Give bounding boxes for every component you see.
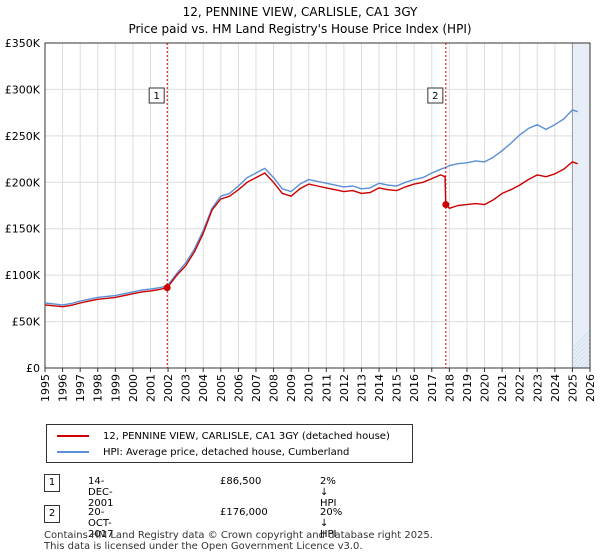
x-tick-label: 2026 <box>584 374 597 402</box>
footer-copyright: Contains HM Land Registry data © Crown c… <box>44 530 433 541</box>
transaction-date: 20-OCT-2017 <box>88 507 114 540</box>
y-tick-label: £250K <box>5 130 41 143</box>
x-tick-label: 2013 <box>355 374 368 402</box>
transaction-number-badge: 1 <box>44 474 60 492</box>
x-tick-label: 2014 <box>373 374 386 402</box>
x-tick-label: 1998 <box>92 374 105 402</box>
x-tick-label: 1997 <box>74 374 87 402</box>
x-tick-label: 2019 <box>461 374 474 402</box>
x-tick-label: 2017 <box>426 374 439 402</box>
x-tick-label: 2016 <box>408 374 421 402</box>
x-tick-label: 1999 <box>109 374 122 402</box>
transaction-price: £86,500 <box>220 476 262 487</box>
sale-label-box <box>148 87 165 104</box>
x-tick-label: 2001 <box>144 374 157 402</box>
legend-swatch-hpi <box>57 451 89 453</box>
x-tick-label: 2006 <box>232 374 245 402</box>
sale-point <box>163 284 171 292</box>
y-tick-label: £150K <box>5 223 41 236</box>
forecast-band-hatch <box>584 362 591 369</box>
x-tick-label: 2002 <box>162 374 175 402</box>
chart-title-line2: Price paid vs. HM Land Registry's House … <box>128 22 472 36</box>
sale-label-number: 1 <box>153 91 159 102</box>
x-tick-label: 2009 <box>285 374 298 402</box>
forecast-band-hatch <box>576 354 591 369</box>
transaction-price: £176,000 <box>220 507 268 518</box>
price-series-line <box>44 161 578 308</box>
x-tick-label: 2021 <box>496 374 509 402</box>
forecast-band <box>572 43 590 368</box>
plot-frame <box>44 42 591 369</box>
x-tick-label: 2007 <box>250 374 263 402</box>
forecast-band-hatch <box>580 358 591 369</box>
chart-legend: 12, PENNINE VIEW, CARLISLE, CA1 3GY (det… <box>46 424 413 463</box>
x-tick-label: 2005 <box>215 374 228 402</box>
y-tick-label: £100K <box>5 269 41 282</box>
x-tick-label: 2018 <box>443 374 456 402</box>
y-tick-label: £200K <box>5 176 41 189</box>
x-tick-label: 2011 <box>320 374 333 402</box>
legend-swatch-price <box>57 435 89 437</box>
chart-title-line1: 12, PENNINE VIEW, CARLISLE, CA1 3GY <box>182 5 418 19</box>
sale-label-number: 2 <box>432 91 438 102</box>
legend-label-hpi: HPI: Average price, detached house, Cumb… <box>103 446 350 458</box>
forecast-band-hatch <box>572 334 591 353</box>
x-tick-label: 2024 <box>549 374 562 402</box>
x-tick-label: 2020 <box>479 374 492 402</box>
x-tick-label: 2010 <box>303 374 316 402</box>
legend-item-hpi: HPI: Average price, detached house, Cumb… <box>57 444 349 460</box>
y-tick-label: £0 <box>26 362 40 375</box>
x-tick-label: 2004 <box>197 374 210 402</box>
footer-attribution: Contains HM Land Registry data © Crown c… <box>44 530 433 552</box>
forecast-band-hatch <box>572 330 591 349</box>
x-tick-label: 2008 <box>268 374 281 402</box>
y-tick-label: £300K <box>5 83 41 96</box>
forecast-band-hatch <box>572 350 591 369</box>
x-tick-label: 2022 <box>514 374 527 402</box>
forecast-band-hatch <box>572 338 591 357</box>
forecast-band-hatch <box>572 342 591 361</box>
transaction-date: 14-DEC-2001 <box>88 476 114 509</box>
sale-label-box <box>427 87 444 104</box>
sale-point <box>442 201 450 209</box>
x-tick-label: 2025 <box>566 374 579 402</box>
transaction-number-badge: 2 <box>44 505 60 523</box>
x-tick-label: 1996 <box>57 374 70 402</box>
x-tick-label: 1995 <box>39 374 52 402</box>
x-tick-label: 2012 <box>338 374 351 402</box>
legend-item-price: 12, PENNINE VIEW, CARLISLE, CA1 3GY (det… <box>57 428 390 444</box>
transaction-hpi-delta: 2% ↓ HPI <box>320 476 337 509</box>
transaction-hpi-delta: 20% ↓ HPI <box>320 507 343 540</box>
forecast-band-hatch <box>572 346 591 365</box>
chart-title: 12, PENNINE VIEW, CARLISLE, CA1 3GY Pric… <box>0 4 600 38</box>
y-tick-label: £50K <box>12 316 41 329</box>
price-chart: £0 £50K £100K £150K £200K £250K £300K £350K 1995… <box>5 37 597 402</box>
footer-license: This data is licensed under the Open Gov… <box>44 541 363 552</box>
y-tick-label: £350K <box>5 37 41 50</box>
x-tick-label: 2015 <box>391 374 404 402</box>
x-tick-label: 2023 <box>531 374 544 402</box>
hpi-series-line <box>44 109 578 306</box>
legend-label-price: 12, PENNINE VIEW, CARLISLE, CA1 3GY (det… <box>103 430 390 442</box>
x-tick-label: 2003 <box>180 374 193 402</box>
x-tick-label: 2000 <box>127 374 140 402</box>
